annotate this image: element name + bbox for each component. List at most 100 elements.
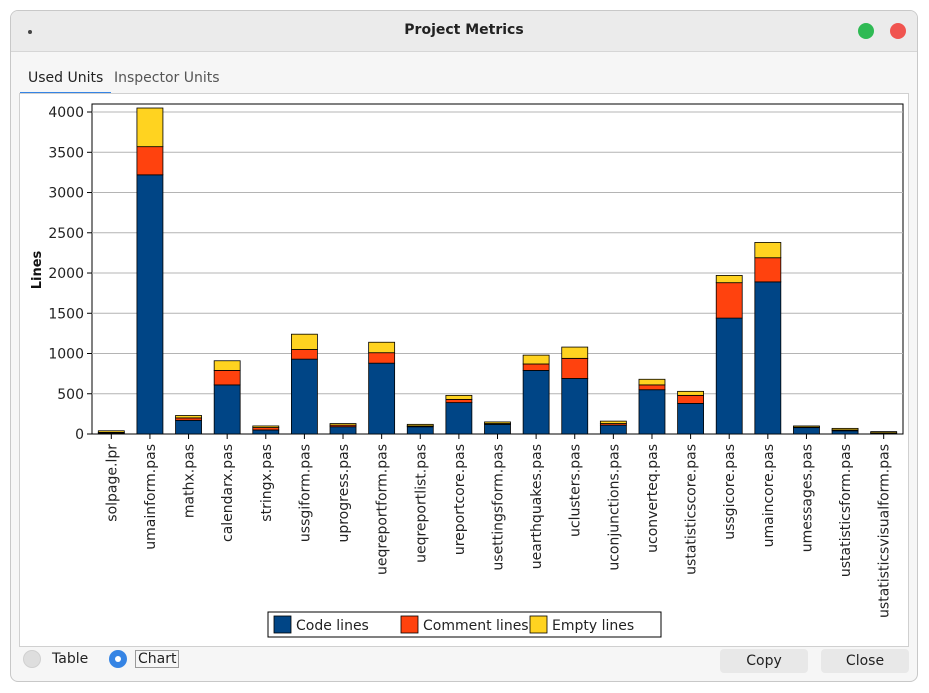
x-tick-label: solpage.lpr <box>104 444 120 522</box>
bar-comment-lines <box>638 384 666 391</box>
bar-empty-lines <box>831 427 859 431</box>
bar-empty-lines <box>677 390 704 396</box>
bar-code-lines <box>252 429 280 435</box>
close-icon[interactable] <box>890 23 906 39</box>
bar-code-lines <box>406 426 434 435</box>
y-tick-label: 3000 <box>48 186 84 202</box>
bar-code-lines <box>715 317 743 435</box>
x-tick-label: ussgiform.pas <box>297 444 313 542</box>
bar-empty-lines <box>638 378 666 386</box>
bar-empty-lines <box>97 430 125 433</box>
chart-radio-label[interactable]: Chart <box>135 650 180 668</box>
bar-comment-lines <box>561 357 589 379</box>
x-tick-label: ustatisticsvisualform.pas <box>877 444 893 618</box>
plot-area <box>91 103 904 435</box>
bar-code-lines <box>368 362 396 435</box>
y-tick-label: 500 <box>57 387 84 403</box>
bar-empty-lines <box>252 425 280 428</box>
bar-comment-lines <box>368 352 396 364</box>
bar-code-lines <box>291 358 318 435</box>
tab-used-units[interactable]: Used Units <box>20 68 112 94</box>
x-tick-label: umaincore.pas <box>761 444 777 547</box>
bottom-bar: Table Chart Copy Close <box>11 649 917 681</box>
x-tick-label: uprogress.pas <box>336 444 352 543</box>
x-tick-label: uconverteq.pas <box>645 444 661 553</box>
bar-empty-lines <box>715 275 743 284</box>
window-menu-icon[interactable] <box>28 30 32 34</box>
bar-code-lines <box>175 419 202 435</box>
bar-code-lines <box>793 427 820 435</box>
legend <box>267 611 662 638</box>
y-tick-label: 4000 <box>48 105 84 121</box>
bar-code-lines <box>213 384 241 435</box>
bar-comment-lines <box>291 349 318 360</box>
bar-empty-lines <box>561 346 589 359</box>
y-tick-label: 2500 <box>48 226 84 242</box>
legend-entry: Code lines <box>296 618 369 634</box>
y-tick-label: 0 <box>75 427 84 443</box>
bar-empty-lines <box>368 341 396 354</box>
bar-empty-lines <box>754 242 782 259</box>
bar-comment-lines <box>445 398 473 404</box>
bar-code-lines <box>136 174 164 435</box>
bar-comment-lines <box>522 363 550 371</box>
x-tick-label: ustatisticsform.pas <box>838 444 854 577</box>
x-tick-label: uclusters.pas <box>568 444 584 537</box>
x-tick-label: uearthquakes.pas <box>529 444 545 569</box>
bar-comment-lines <box>136 146 164 176</box>
legend-swatch <box>273 615 292 634</box>
bar-comment-lines <box>213 370 241 386</box>
bar-code-lines <box>638 389 666 435</box>
x-tick-label: mathx.pas <box>182 444 198 518</box>
x-tick-label: ureportcore.pas <box>452 444 468 555</box>
bar-empty-lines <box>445 394 473 400</box>
x-tick-label: ustatisticscore.pas <box>684 444 700 575</box>
bar-empty-lines <box>136 107 164 148</box>
y-tick-label: 2000 <box>48 266 84 282</box>
table-radio-label[interactable]: Table <box>52 651 89 667</box>
y-tick-label: 1500 <box>48 306 84 322</box>
bar-code-lines <box>831 430 859 435</box>
bar-empty-lines <box>522 354 550 365</box>
bar-code-lines <box>599 424 627 435</box>
x-tick-label: ueqreportlist.pas <box>413 444 429 563</box>
bar-code-lines <box>522 370 550 435</box>
y-tick-label: 3500 <box>48 145 84 161</box>
copy-button[interactable]: Copy <box>720 649 808 673</box>
close-button[interactable]: Close <box>821 649 909 673</box>
bar-empty-lines <box>599 420 627 424</box>
y-axis-label: Lines <box>30 250 45 289</box>
chart-radio[interactable] <box>109 650 127 668</box>
bar-code-lines <box>677 403 704 435</box>
x-tick-label: umessages.pas <box>799 444 815 552</box>
chart-panel: 0 500 1000 1500 2000 2500 3000 3500 4000 Lines sol… <box>19 93 909 647</box>
bar-empty-lines <box>793 425 820 428</box>
bar-empty-lines <box>870 431 898 434</box>
table-radio[interactable] <box>23 650 41 668</box>
bar-code-lines <box>445 402 473 435</box>
bar-empty-lines <box>175 415 202 419</box>
x-tick-label: calendarx.pas <box>220 444 236 542</box>
legend-swatch <box>529 615 548 634</box>
bar-empty-lines <box>291 333 318 350</box>
x-tick-label: ussgicore.pas <box>722 444 738 540</box>
bar-code-lines <box>484 423 511 435</box>
bar-code-lines <box>329 426 357 435</box>
bar-code-lines <box>561 378 589 435</box>
y-tick-label: 1000 <box>48 347 84 363</box>
bar-comment-lines <box>677 394 704 404</box>
tab-inspector-units[interactable]: Inspector Units <box>114 70 220 86</box>
legend-entry: Comment lines <box>423 618 529 634</box>
bar-empty-lines <box>329 423 357 426</box>
x-tick-label: usettingsform.pas <box>491 444 507 571</box>
bar-empty-lines <box>213 360 241 371</box>
x-tick-label: umainform.pas <box>143 444 159 550</box>
project-metrics-window: Project Metrics Used Units Inspector Uni… <box>10 10 918 682</box>
bar-comment-lines <box>715 282 743 319</box>
legend-entry: Empty lines <box>552 618 634 634</box>
title-bar: Project Metrics <box>11 11 917 52</box>
maximize-icon[interactable] <box>858 23 874 39</box>
x-tick-label: uconjunctions.pas <box>606 444 622 571</box>
window-title: Project Metrics <box>404 22 524 38</box>
bar-code-lines <box>754 281 782 435</box>
